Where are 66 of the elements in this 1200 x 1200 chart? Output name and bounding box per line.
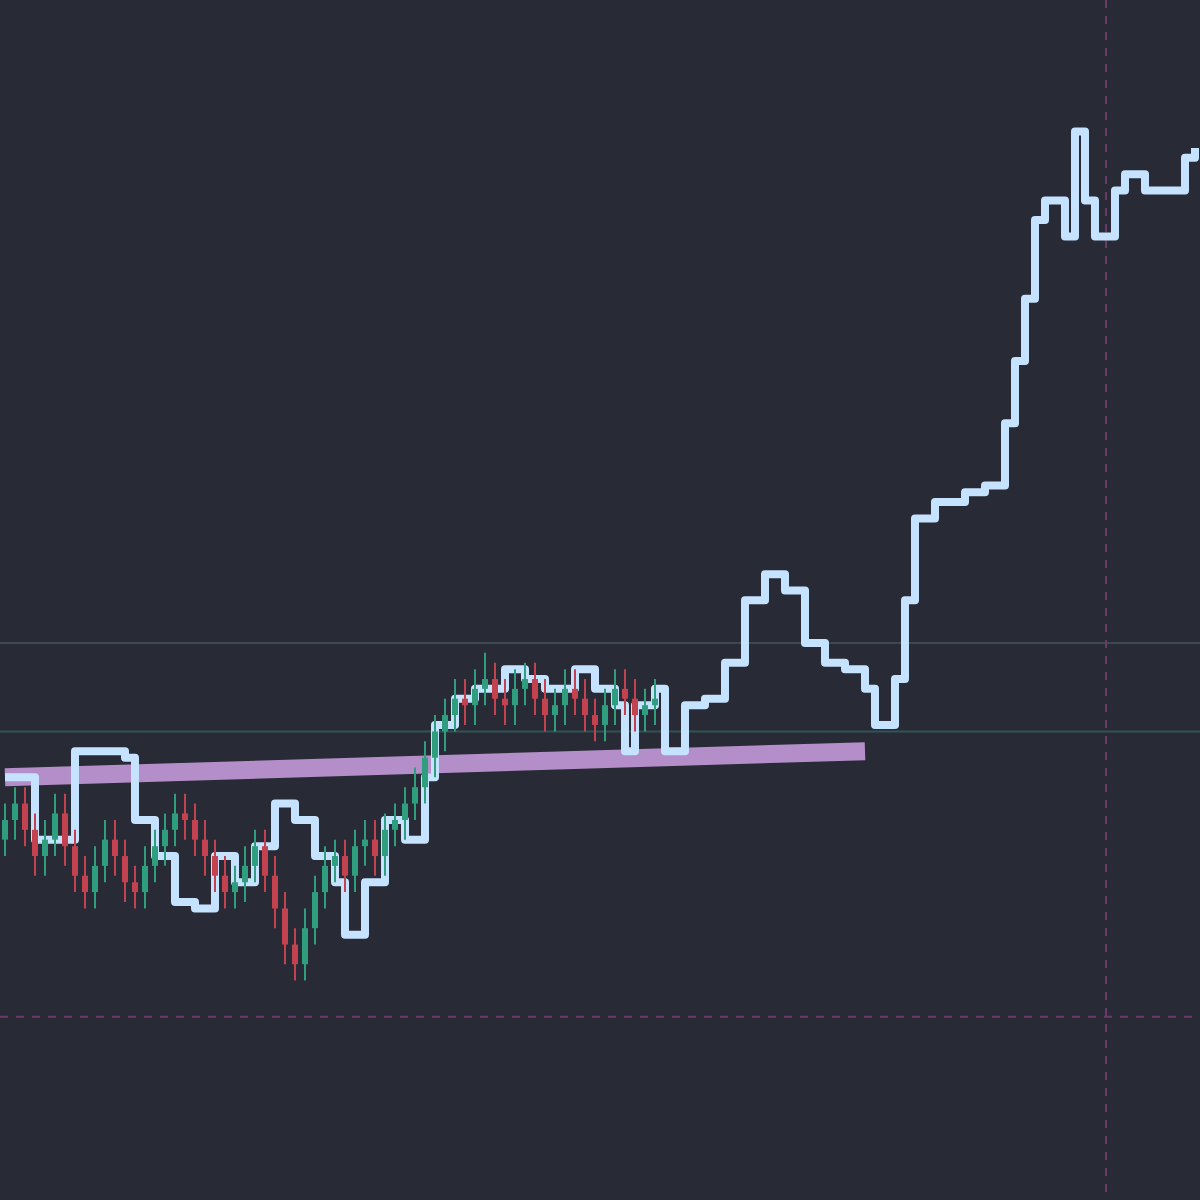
- candlestick: [452, 678, 458, 733]
- candlestick: [132, 864, 138, 910]
- candlestick: [102, 818, 108, 884]
- candlestick: [582, 678, 588, 733]
- candlestick: [512, 668, 518, 726]
- candlestick: [182, 792, 188, 841]
- candlestick: [552, 687, 558, 733]
- candlestick: [442, 697, 448, 753]
- candlestick: [342, 838, 348, 894]
- candlestick: [482, 651, 488, 707]
- candlestick: [232, 864, 238, 910]
- candlestick: [382, 812, 388, 877]
- candlestick: [462, 678, 468, 726]
- candlestick: [362, 818, 368, 867]
- candlestick: [632, 678, 638, 733]
- candlestick: [282, 891, 288, 966]
- candlestick: [72, 828, 78, 894]
- candlestick: [392, 802, 398, 848]
- candlestick: [302, 907, 308, 982]
- candlestick: [262, 828, 268, 894]
- candlestick: [142, 845, 148, 910]
- candlestick: [112, 818, 118, 877]
- candlestick: [202, 818, 208, 877]
- candlestick: [322, 845, 328, 910]
- candlestick: [622, 668, 628, 717]
- candlestick: [372, 818, 378, 877]
- candlestick: [152, 828, 158, 884]
- candlestick: [292, 927, 298, 982]
- candlestick: [532, 661, 538, 717]
- candlestick: [402, 786, 408, 841]
- candlestick: [572, 668, 578, 717]
- candlestick: [642, 687, 648, 733]
- candlestick: [162, 812, 168, 867]
- candlestick: [242, 845, 248, 903]
- candlestick: [472, 668, 478, 726]
- candlestick: [192, 802, 198, 858]
- candlestick: [252, 828, 258, 884]
- candlestick: [222, 855, 228, 910]
- candlestick: [122, 838, 128, 903]
- candlestick: [492, 661, 498, 717]
- candlestick: [42, 818, 48, 877]
- candlestick: [332, 838, 338, 884]
- candlestick: [502, 678, 508, 726]
- candlestick: [312, 874, 318, 946]
- candlestick: [542, 678, 548, 733]
- candlestick: [522, 661, 528, 707]
- candlestick: [22, 786, 28, 848]
- candlestick: [602, 687, 608, 743]
- candlestick: [432, 714, 438, 779]
- candlestick: [612, 668, 618, 726]
- candlestick: [652, 678, 658, 726]
- candlestick: [12, 786, 18, 841]
- candlestick: [352, 828, 358, 894]
- candlestick: [412, 766, 418, 821]
- candlestick: [592, 697, 598, 743]
- candlestick: [32, 812, 38, 877]
- candlestick: [52, 792, 58, 858]
- candlestick: [212, 838, 218, 894]
- candlestick: [2, 802, 8, 858]
- candlestick: [272, 855, 278, 930]
- candlestick: [562, 668, 568, 726]
- candlestick: [422, 740, 428, 805]
- candlestick: [62, 792, 68, 867]
- candlestick: [172, 792, 178, 848]
- candlestick: [92, 845, 98, 910]
- candlestick: [82, 855, 88, 910]
